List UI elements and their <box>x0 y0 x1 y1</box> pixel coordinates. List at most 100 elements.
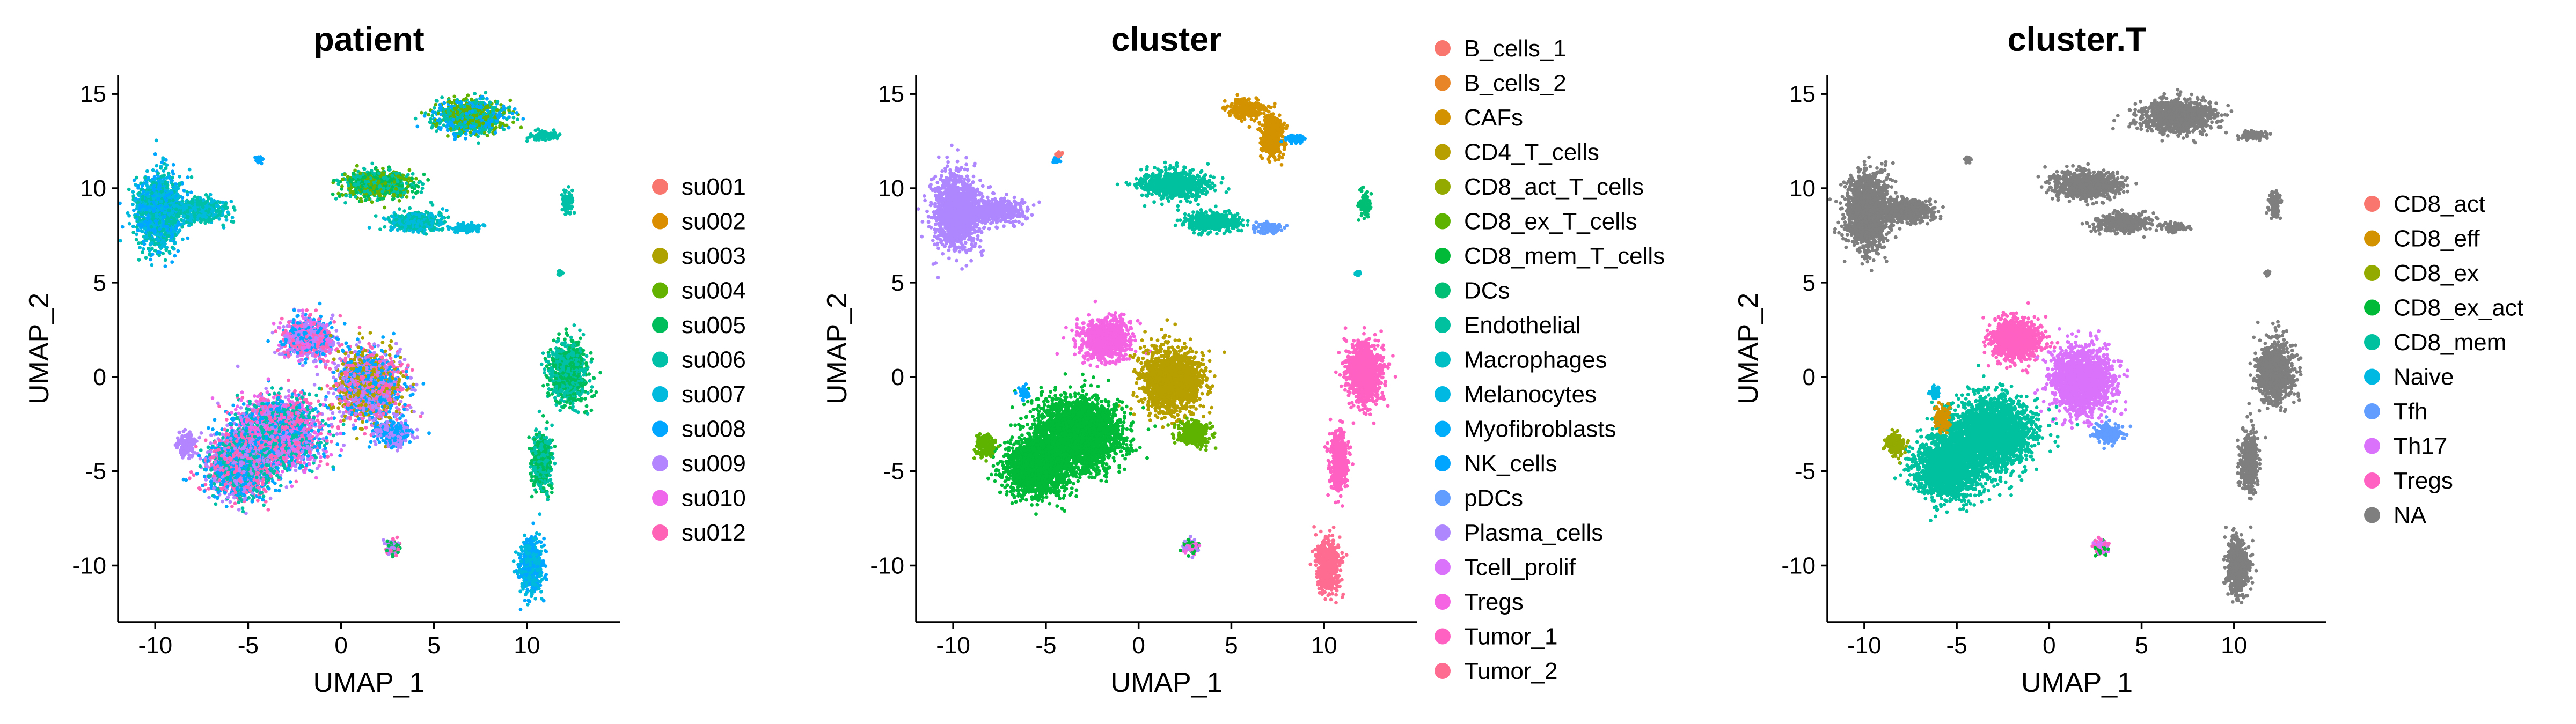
data-point <box>437 223 441 227</box>
data-point <box>465 115 469 119</box>
data-point <box>466 226 470 230</box>
data-point <box>163 232 167 236</box>
data-point <box>157 242 160 246</box>
data-point <box>414 177 418 181</box>
data-point <box>470 98 473 101</box>
data-point <box>419 180 422 184</box>
data-point <box>160 206 164 210</box>
panel-1: patient-10 -5 0 5 10-10-5051015UMAP_1UMAP_2s… <box>24 21 746 698</box>
data-point <box>587 372 591 376</box>
data-point <box>516 117 519 121</box>
data-point <box>478 224 481 228</box>
data-point <box>343 173 347 176</box>
data-point <box>119 239 122 243</box>
data-point <box>153 175 157 179</box>
data-point <box>398 199 401 203</box>
data-point <box>158 227 162 231</box>
data-point <box>162 223 165 227</box>
data-point <box>144 199 148 203</box>
data-point <box>159 165 163 168</box>
data-point <box>164 264 167 268</box>
data-point <box>165 194 169 197</box>
data-point <box>470 221 474 225</box>
data-point <box>511 112 515 115</box>
data-point <box>134 215 138 219</box>
data-point <box>408 221 412 225</box>
data-point <box>459 105 463 108</box>
data-point <box>219 210 223 213</box>
data-point <box>363 190 367 194</box>
data-point <box>494 131 497 135</box>
data-point <box>394 187 398 191</box>
data-point <box>224 215 228 219</box>
data-point <box>560 193 564 197</box>
data-point <box>197 208 201 211</box>
data-point <box>188 168 192 172</box>
data-point <box>157 185 161 189</box>
data-point <box>391 215 394 218</box>
data-point <box>186 175 189 179</box>
data-point <box>424 232 428 236</box>
data-point <box>181 238 185 241</box>
data-point <box>174 208 178 211</box>
data-point <box>421 187 425 190</box>
data-point <box>473 92 477 95</box>
data-point <box>377 172 381 175</box>
data-point <box>445 117 449 121</box>
data-point <box>463 225 466 228</box>
data-point <box>390 178 393 181</box>
data-point <box>351 190 355 194</box>
data-point <box>406 173 410 176</box>
data-point <box>474 225 478 229</box>
data-point <box>436 227 440 231</box>
data-point <box>482 113 486 117</box>
data-point <box>370 162 374 166</box>
data-point <box>188 219 192 223</box>
data-point <box>486 115 490 119</box>
data-point <box>389 228 393 232</box>
data-point <box>402 229 406 233</box>
data-point <box>423 111 427 115</box>
data-point <box>127 188 131 191</box>
data-point <box>547 353 551 357</box>
data-point <box>358 172 362 175</box>
data-point <box>133 199 137 203</box>
data-point <box>464 97 468 100</box>
data-point <box>164 258 167 262</box>
data-point <box>456 125 459 129</box>
data-point <box>546 383 550 387</box>
data-point <box>167 209 171 212</box>
data-point <box>341 193 345 197</box>
data-point <box>186 209 189 213</box>
data-point <box>226 210 230 214</box>
data-point <box>179 206 183 210</box>
data-point <box>161 252 165 255</box>
data-point <box>151 181 155 184</box>
data-point <box>217 217 221 221</box>
data-point <box>521 117 525 121</box>
data-point <box>182 189 186 193</box>
data-point <box>456 222 460 226</box>
data-point <box>435 99 438 102</box>
data-point <box>340 184 344 188</box>
data-point <box>416 185 420 189</box>
data-point <box>147 216 151 220</box>
data-point <box>431 124 435 128</box>
data-point <box>429 117 433 121</box>
data-point <box>426 178 430 182</box>
data-point <box>382 197 385 201</box>
data-point <box>231 220 235 224</box>
data-point <box>216 204 220 208</box>
data-point <box>459 224 463 227</box>
data-point <box>466 93 470 97</box>
data-point <box>475 105 479 108</box>
data-point <box>201 210 204 213</box>
data-point <box>135 233 138 237</box>
data-point <box>472 114 475 117</box>
data-point <box>196 203 200 207</box>
data-point <box>152 209 156 213</box>
data-point <box>370 200 374 204</box>
data-point <box>424 210 428 213</box>
data-point <box>164 180 167 184</box>
data-point <box>486 104 489 108</box>
